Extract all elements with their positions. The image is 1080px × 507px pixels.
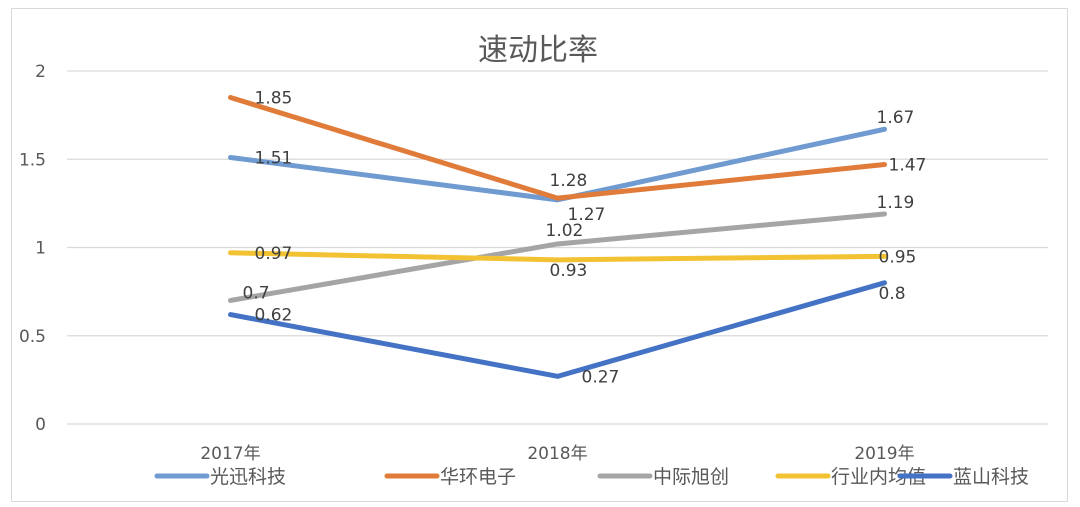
data-label: 1.51 <box>255 148 293 168</box>
x-tick-label: 2017年 <box>200 444 260 464</box>
series-line-4 <box>228 280 887 379</box>
legend-item: 行业内均值 <box>775 466 926 488</box>
data-label: 1.85 <box>255 88 293 108</box>
x-axis-ticks: 2017年 2018年 2019年 <box>200 444 914 464</box>
y-tick-label: 1.5 <box>19 150 46 170</box>
y-tick-label: 0.5 <box>19 327 46 347</box>
y-tick-label: 0 <box>35 415 46 435</box>
legend: 光迅科技 华环电子 中际旭创 行业内均值 蓝山科技 <box>154 466 1029 488</box>
legend-label: 光迅科技 <box>210 466 286 488</box>
legend-label: 蓝山科技 <box>953 466 1029 488</box>
series-line-3 <box>228 250 887 263</box>
chart-title: 速动比率 <box>478 33 598 68</box>
data-label: 1.28 <box>550 171 588 191</box>
data-labels: 1.51 1.27 1.67 1.85 1.28 1.47 0.7 1.02 1.19 0.97 0… <box>243 88 927 387</box>
data-label: 0.62 <box>255 306 293 326</box>
data-label: 1.19 <box>877 193 915 213</box>
data-label: 0.93 <box>550 261 588 281</box>
y-axis-ticks: 0 0.5 1 1.5 2 <box>19 62 46 435</box>
series-lines <box>228 94 887 379</box>
legend-item: 蓝山科技 <box>897 466 1029 488</box>
x-tick-label: 2019年 <box>854 444 914 464</box>
legend-label: 行业内均值 <box>831 466 926 488</box>
data-label: 1.67 <box>877 108 915 128</box>
legend-item: 华环电子 <box>384 466 516 488</box>
gridlines <box>67 70 1048 425</box>
legend-label: 华环电子 <box>440 466 516 488</box>
legend-label: 中际旭创 <box>653 466 729 488</box>
data-label: 1.47 <box>889 156 927 176</box>
data-label: 0.27 <box>582 367 620 387</box>
legend-item: 光迅科技 <box>154 466 286 488</box>
data-label: 0.97 <box>255 244 293 264</box>
data-label: 1.27 <box>568 205 606 225</box>
chart-frame <box>11 8 1068 502</box>
data-label: 1.02 <box>546 221 584 241</box>
data-label: 0.8 <box>879 284 906 304</box>
legend-item: 中际旭创 <box>597 466 729 488</box>
y-tick-label: 2 <box>35 62 46 82</box>
data-label: 0.95 <box>879 247 917 267</box>
data-label: 0.7 <box>243 283 270 303</box>
y-tick-label: 1 <box>35 239 46 259</box>
x-tick-label: 2018年 <box>527 444 587 464</box>
